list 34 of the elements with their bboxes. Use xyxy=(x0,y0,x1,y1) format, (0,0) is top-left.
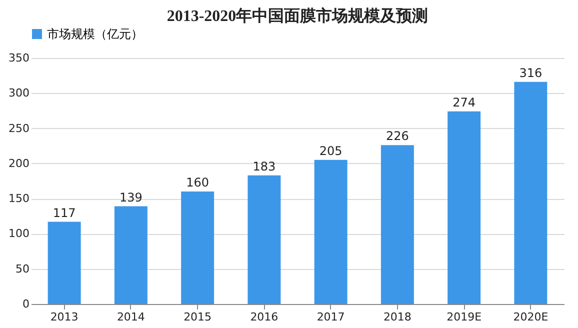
x-tick-label: 2013 xyxy=(50,310,78,324)
x-tick-label: 2019E xyxy=(446,310,482,324)
data-label: 226 xyxy=(386,129,409,144)
y-tick-label: 100 xyxy=(8,227,30,240)
y-tick-label: 350 xyxy=(8,52,30,64)
bar xyxy=(48,222,81,304)
bar xyxy=(181,192,214,304)
data-label: 183 xyxy=(252,159,276,174)
x-tick-label: 2016 xyxy=(250,310,278,324)
y-tick-label: 200 xyxy=(8,156,30,170)
chart-title: 2013-2020年中国面膜市场规模及预测 xyxy=(166,7,428,25)
bar xyxy=(114,206,148,304)
data-label: 274 xyxy=(452,95,476,110)
data-label: 205 xyxy=(319,144,342,158)
legend-label: 市场规模（亿元） xyxy=(47,27,143,41)
data-label: 117 xyxy=(52,206,76,220)
bar xyxy=(380,145,414,304)
data-label: 316 xyxy=(519,66,542,80)
bar xyxy=(448,111,481,304)
x-tick-label: 2014 xyxy=(116,310,145,324)
y-tick-label: 250 xyxy=(8,122,30,135)
bar xyxy=(314,160,348,304)
y-tick-label: 300 xyxy=(8,86,30,100)
bar xyxy=(514,82,548,304)
y-tick-label: 150 xyxy=(8,192,30,206)
y-tick-label: 50 xyxy=(16,262,30,276)
x-tick-label: 2018 xyxy=(383,310,412,324)
x-tick-label: 2020E xyxy=(513,310,548,324)
data-label: 139 xyxy=(119,190,142,204)
x-tick-label: 2015 xyxy=(184,310,212,324)
bar xyxy=(248,175,281,304)
data-label: 160 xyxy=(186,176,210,190)
y-tick-label: 0 xyxy=(22,298,30,310)
x-tick-label: 2017 xyxy=(316,310,345,324)
